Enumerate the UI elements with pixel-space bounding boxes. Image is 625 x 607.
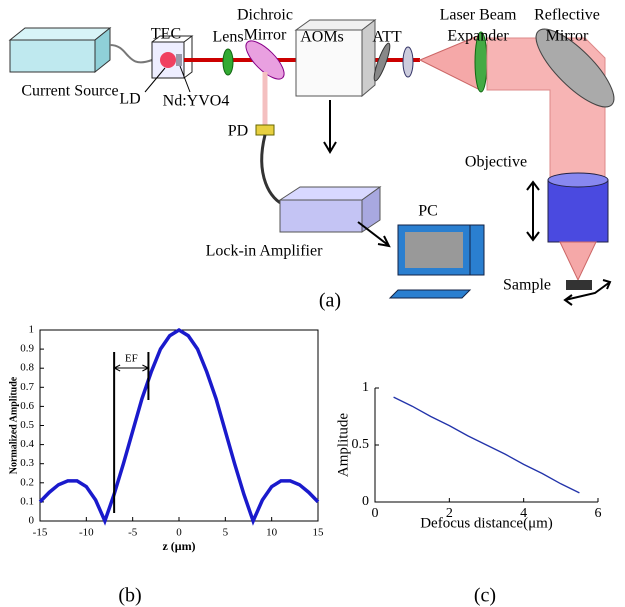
cable xyxy=(260,134,286,207)
y-tick-label: 1 xyxy=(362,380,369,395)
lockin-front xyxy=(279,199,363,233)
label: ATT xyxy=(372,29,402,46)
label: Dichroic xyxy=(237,7,293,24)
arrow xyxy=(357,221,391,248)
label: Laser Beam xyxy=(440,7,517,24)
x-axis-label: z (μm) xyxy=(162,539,195,553)
x-tick-label: 0 xyxy=(176,527,182,539)
y-tick-label: 0.5 xyxy=(20,419,34,431)
data-line xyxy=(38,327,320,526)
y-tick-label: 0.6 xyxy=(20,400,34,412)
tec-edges xyxy=(151,35,194,79)
box-top xyxy=(8,27,112,41)
ef-arrow xyxy=(113,364,150,372)
data-line xyxy=(393,396,580,494)
double-arrow xyxy=(526,180,540,242)
crystal xyxy=(176,54,182,66)
x-tick-label: -5 xyxy=(128,527,138,539)
label: PC xyxy=(418,203,438,220)
y-axis-label: Normalized Amplitude xyxy=(8,376,19,474)
pd xyxy=(255,124,275,136)
caption: (a) xyxy=(319,290,341,312)
box-front xyxy=(9,39,96,73)
ld xyxy=(160,52,176,68)
label: PD xyxy=(228,123,248,140)
lens xyxy=(222,48,234,76)
aom-front xyxy=(295,29,363,97)
label: LD xyxy=(119,91,140,108)
leader xyxy=(179,65,191,93)
att-disc xyxy=(402,46,414,78)
label: Mirror xyxy=(546,28,589,45)
x-tick-label: 15 xyxy=(313,527,325,539)
annotation: EF xyxy=(125,353,138,365)
label: Mirror xyxy=(244,27,287,44)
label: TEC xyxy=(151,26,181,43)
y-tick-label: 0.5 xyxy=(352,437,370,452)
x-tick-label: 10 xyxy=(266,527,278,539)
x-tick-label: 2 xyxy=(446,506,453,521)
keyboard xyxy=(388,289,472,299)
y-tick-label: 0.7 xyxy=(20,381,34,393)
dichroic-mirror xyxy=(245,40,285,80)
tower xyxy=(469,224,485,276)
sample xyxy=(566,280,592,290)
setup-diagram: Current Source TEC Lens Dichroic Mirror … xyxy=(8,7,615,312)
y-tick-label: 0.1 xyxy=(20,495,34,507)
x-tick-label: 4 xyxy=(520,506,527,521)
y-tick-label: 0.9 xyxy=(20,343,34,355)
x-axis-label: Defocus distance(μm) xyxy=(420,515,553,531)
label: Reflective xyxy=(534,7,600,24)
y-tick-label: 0.3 xyxy=(20,457,34,469)
label: Lens xyxy=(212,29,243,46)
caption: (b) xyxy=(118,585,141,607)
att xyxy=(373,42,391,82)
x-tick-label: 5 xyxy=(223,527,229,539)
stage-arrows xyxy=(563,279,612,306)
cable xyxy=(109,44,153,64)
x-tick-label: 6 xyxy=(595,506,602,521)
y-tick-label: 0.4 xyxy=(20,438,34,450)
label: Current Source xyxy=(21,83,118,100)
y-axis-label: Amplitude xyxy=(335,413,351,478)
y-tick-label: 1 xyxy=(29,324,35,336)
x-tick-label: -10 xyxy=(79,527,94,539)
arrow xyxy=(323,100,337,154)
label: Objective xyxy=(465,154,527,171)
screen xyxy=(405,232,463,268)
plot-frame xyxy=(39,329,319,522)
reflective-mirror xyxy=(535,28,615,108)
objective-top xyxy=(547,172,609,188)
y-tick-label: 0 xyxy=(362,494,369,509)
caption: (c) xyxy=(474,585,496,607)
x-tick-label: 0 xyxy=(372,506,379,521)
label: Nd:YVO4 xyxy=(163,93,230,110)
label: AOMs xyxy=(300,29,344,46)
focus-cone xyxy=(559,241,597,282)
y-tick-label: 0.8 xyxy=(20,362,34,374)
x-tick-label: -15 xyxy=(33,527,48,539)
leader xyxy=(144,67,166,93)
y-tick-label: 0.2 xyxy=(20,476,34,488)
objective xyxy=(547,179,609,243)
label: Lock-in Amplifier xyxy=(206,243,324,260)
y-tick-label: 0 xyxy=(29,515,35,527)
label: Sample xyxy=(503,277,551,294)
label: Expander xyxy=(447,28,509,45)
